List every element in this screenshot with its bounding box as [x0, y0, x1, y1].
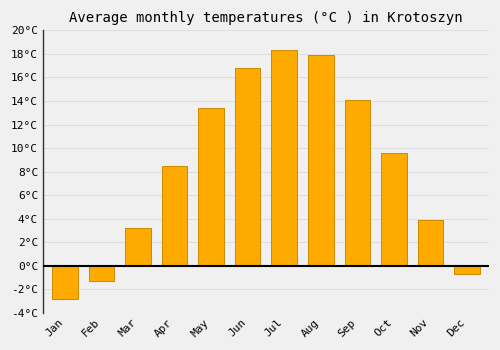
Bar — [125, 228, 151, 266]
Bar — [198, 108, 224, 266]
Bar — [272, 50, 297, 266]
Bar — [454, 266, 480, 274]
Bar — [162, 166, 188, 266]
Bar — [418, 220, 443, 266]
Bar — [88, 266, 114, 281]
Bar — [308, 55, 334, 266]
Bar — [381, 153, 406, 266]
Bar — [52, 266, 78, 299]
Bar — [235, 68, 260, 266]
Title: Average monthly temperatures (°C ) in Krotoszyn: Average monthly temperatures (°C ) in Kr… — [69, 11, 462, 25]
Bar — [344, 100, 370, 266]
